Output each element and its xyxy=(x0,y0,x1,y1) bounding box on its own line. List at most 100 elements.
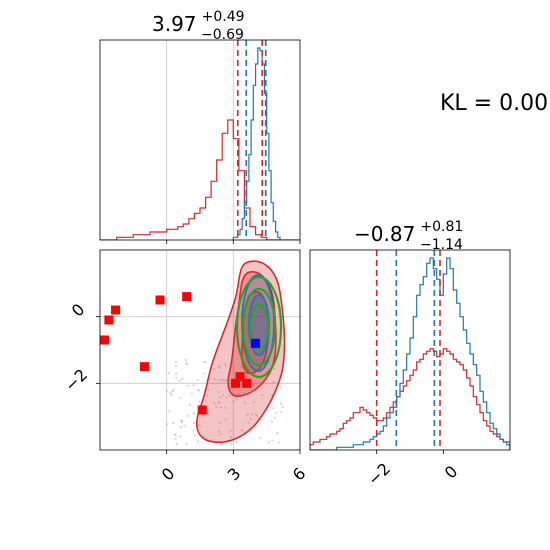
scatter-dot xyxy=(174,433,177,436)
scatter-dot xyxy=(198,388,201,392)
param2-xtick-0: 0 xyxy=(441,462,462,483)
scatter-dot xyxy=(229,429,232,432)
histogram-param1-xtick-marks xyxy=(166,240,301,244)
scatter-dot xyxy=(203,372,206,375)
joint-xtick-6: 6 xyxy=(289,464,310,485)
joint-scatter-points xyxy=(165,359,284,446)
scatter-dot xyxy=(220,443,224,446)
scatter-dot xyxy=(165,423,169,426)
blue-marker xyxy=(251,338,261,348)
histogram-param1-frame xyxy=(99,39,301,241)
histogram-param1-grid xyxy=(166,40,234,240)
scatter-dot xyxy=(254,413,257,416)
scatter-dot xyxy=(229,435,232,439)
scatter-dot xyxy=(272,407,275,410)
joint-y-tick-labels: 0 −2 xyxy=(61,300,91,395)
param2-title-lower-error: −1.14 xyxy=(420,237,463,253)
blue-marker-group xyxy=(251,338,261,348)
scatter-dot xyxy=(230,443,233,446)
scatter-dot xyxy=(222,394,225,397)
scatter-dot xyxy=(276,432,279,435)
scatter-dot xyxy=(217,365,220,368)
scatter-dot xyxy=(217,401,220,404)
red-marker-group xyxy=(100,292,252,415)
scatter-dot xyxy=(196,440,200,443)
scatter-dot xyxy=(197,424,200,427)
scatter-dot xyxy=(202,360,205,363)
scatter-dot xyxy=(184,359,187,362)
red-marker-6 xyxy=(197,405,207,415)
scatter-dot xyxy=(168,409,171,413)
scatter-dot xyxy=(192,429,195,432)
param2-blue-histogram xyxy=(310,257,510,450)
scatter-dot xyxy=(187,384,190,387)
histogram-param1-steps xyxy=(100,47,300,240)
scatter-dot xyxy=(261,393,264,397)
histogram-param2-title: −0.87 +0.81 −1.14 xyxy=(354,216,468,253)
scatter-dot xyxy=(192,421,195,424)
scatter-dot xyxy=(179,426,183,429)
joint-ytick-0: 0 xyxy=(68,300,89,321)
histogram-param1-title: 3.97 +0.49 −0.69 xyxy=(152,6,250,43)
scatter-dot xyxy=(249,418,252,421)
scatter-dot xyxy=(221,379,224,382)
scatter-dot xyxy=(229,382,232,385)
scatter-dot xyxy=(204,361,207,364)
scatter-dot xyxy=(172,389,175,392)
histogram-param2-quantile-lines xyxy=(375,250,441,450)
scatter-dot xyxy=(223,380,226,383)
joint-frame xyxy=(99,249,301,451)
scatter-dot xyxy=(224,363,227,366)
scatter-dot xyxy=(174,364,177,367)
scatter-dot xyxy=(250,413,254,416)
scatter-dot xyxy=(172,421,175,425)
histogram-param1-panel: 3.97 +0.49 −0.69 xyxy=(99,6,301,244)
scatter-dot xyxy=(178,379,181,382)
scatter-dot xyxy=(175,443,178,446)
red-marker-9 xyxy=(235,372,245,382)
scatter-dot xyxy=(280,402,283,405)
scatter-dot xyxy=(215,405,218,408)
scatter-dot xyxy=(244,372,247,375)
scatter-dot xyxy=(207,388,210,391)
scatter-dot xyxy=(167,372,170,375)
scatter-dot xyxy=(275,411,278,414)
joint-tick-marks xyxy=(96,316,301,454)
joint-ytick-minus2: −2 xyxy=(61,365,91,395)
scatter-dot xyxy=(232,400,235,403)
scatter-dot xyxy=(219,421,222,424)
joint-distribution-panel: 0 3 6 0 −2 xyxy=(61,249,310,485)
scatter-dot xyxy=(223,406,226,409)
scatter-dot xyxy=(193,434,196,437)
scatter-dot xyxy=(255,425,258,428)
joint-xtick-0: 0 xyxy=(158,464,179,485)
red-marker-4 xyxy=(182,292,192,302)
param2-title-upper-error: +0.81 xyxy=(420,219,463,235)
param1-title-upper-error: +0.49 xyxy=(202,9,245,25)
scatter-dot xyxy=(170,393,173,397)
histogram-param2-x-tick-labels: −2 0 xyxy=(364,459,461,489)
scatter-dot xyxy=(213,377,216,381)
scatter-dot xyxy=(259,436,262,439)
scatter-dot xyxy=(235,396,238,399)
scatter-dot xyxy=(228,394,231,397)
scatter-dot xyxy=(199,425,202,428)
green-contour-middle xyxy=(241,287,277,367)
green-contour-outer xyxy=(235,275,283,379)
scatter-dot xyxy=(239,366,242,369)
histogram-param2-steps xyxy=(310,257,510,450)
scatter-dot xyxy=(185,442,188,445)
scatter-dot xyxy=(217,430,220,433)
scatter-dot xyxy=(272,367,276,370)
scatter-dot xyxy=(174,437,177,440)
green-contour-inner xyxy=(248,303,270,351)
red-marker-3 xyxy=(155,295,165,305)
scatter-dot xyxy=(219,433,222,436)
scatter-dot xyxy=(213,368,216,371)
scatter-dot xyxy=(175,372,178,375)
scatter-dot xyxy=(246,373,249,376)
red-marker-5 xyxy=(139,362,149,372)
scatter-dot xyxy=(247,421,250,424)
param2-title-value: −0.87 xyxy=(354,222,415,246)
scatter-dot xyxy=(179,396,182,399)
